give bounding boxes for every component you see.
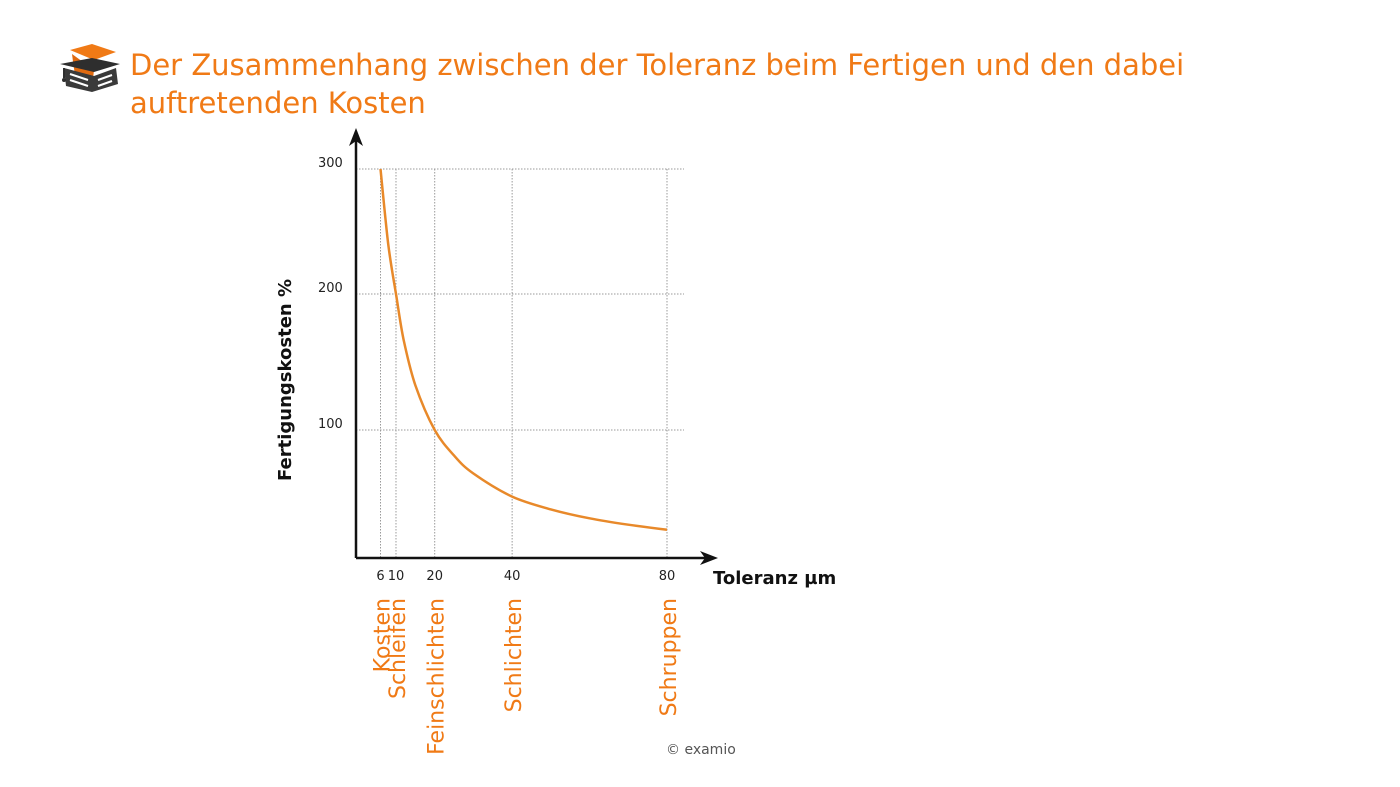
- grid-lines: [356, 168, 684, 558]
- x-tick-label-40: 40: [504, 569, 521, 584]
- cost-curve-line: [379, 168, 668, 532]
- page-title: Der Zusammenhang zwischen der Toleranz b…: [130, 48, 1185, 120]
- process-label-schleifen: Schleifen: [386, 598, 411, 699]
- y-tick-label-100: 100: [318, 417, 343, 432]
- process-label-kosten: Kosten: [371, 598, 396, 672]
- x-tick-label-20: 20: [426, 569, 443, 584]
- process-label-schruppen: Schruppen: [657, 598, 682, 716]
- tick-labels: 100 200 300 6 10 20 40 80: [318, 156, 675, 584]
- y-axis-arrow: [349, 128, 363, 146]
- copyright-text: © examio: [666, 742, 736, 758]
- process-label-feinschlichten: Feinschlichten: [425, 598, 450, 755]
- y-tick-label-300: 300: [318, 156, 343, 171]
- x-axis-arrow: [700, 551, 718, 565]
- y-axis-title: Fertigungskosten %: [275, 279, 296, 481]
- process-label-schlichten: Schlichten: [502, 598, 527, 712]
- graduation-cap-book-icon: [60, 44, 120, 92]
- axes: [349, 128, 718, 565]
- y-tick-label-200: 200: [318, 281, 343, 296]
- x-axis-title: Toleranz µm: [713, 568, 836, 589]
- x-tick-label-6: 6: [376, 569, 384, 584]
- x-tick-label-10: 10: [388, 569, 405, 584]
- x-tick-label-80: 80: [659, 569, 676, 584]
